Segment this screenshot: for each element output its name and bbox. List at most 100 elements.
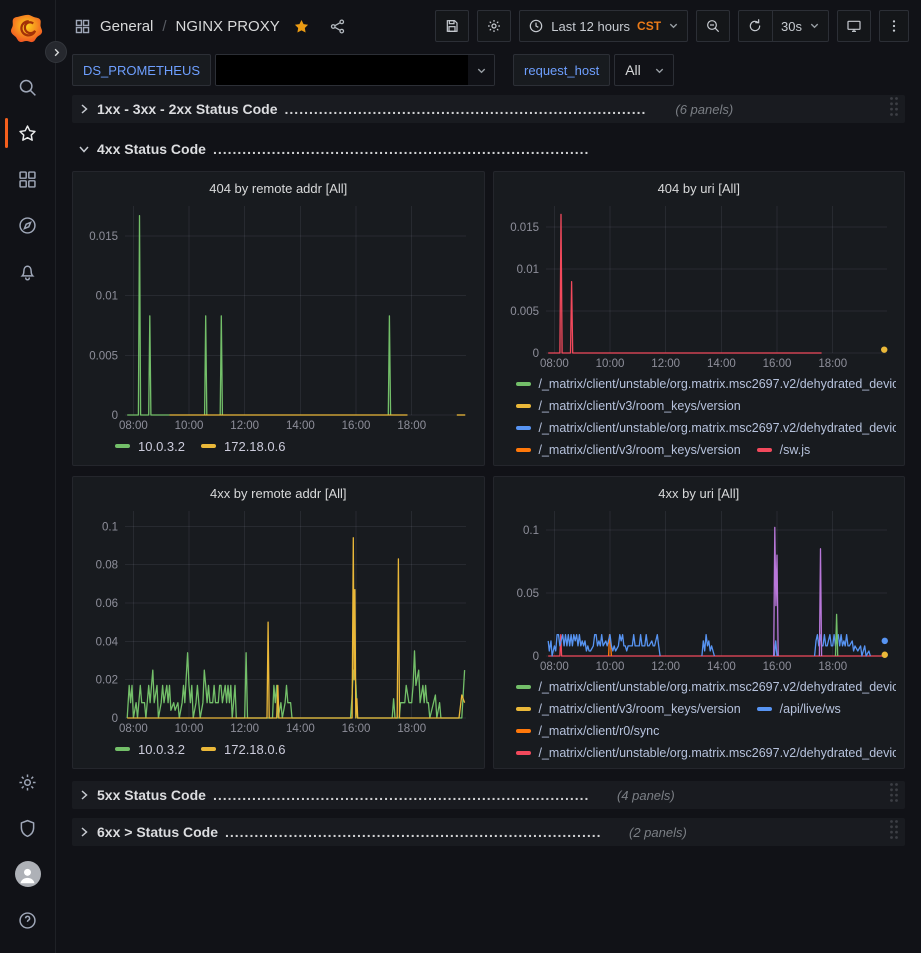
row-6xx-status-code[interactable]: 6xx > Status Code ......................… bbox=[72, 818, 905, 846]
legend-item[interactable]: /_matrix/client/unstable/org.matrix.msc2… bbox=[515, 742, 896, 762]
timeseries-chart-4xx-by-remote-addr[interactable]: 08:00 10:00 12:00 14:00 16:00 18:00 0 0.02 0.04 0… bbox=[81, 505, 476, 736]
series-line bbox=[547, 633, 886, 657]
legend-item[interactable]: 172.18.0.6 bbox=[201, 738, 285, 760]
save-dashboard-button[interactable] bbox=[435, 10, 470, 42]
refresh-button[interactable] bbox=[738, 10, 773, 42]
variable-request-host: request_host All bbox=[513, 54, 674, 86]
legend-item[interactable]: /_matrix/client/r0/sync bbox=[515, 720, 659, 742]
chevron-down-icon bbox=[468, 55, 495, 85]
x-axis-tick-label: 16:00 bbox=[762, 661, 791, 673]
more-options-button[interactable] bbox=[879, 10, 909, 42]
x-axis-tick-label: 12:00 bbox=[230, 420, 259, 432]
panel-title[interactable]: 4xx by uri [All] bbox=[658, 486, 740, 501]
legend-label: /_matrix/client/unstable/org.matrix.msc2… bbox=[538, 421, 897, 435]
legend-item[interactable]: 172.18.0.6 bbox=[201, 435, 285, 457]
sidebar-item-profile[interactable] bbox=[0, 851, 56, 897]
sidebar-item-server-admin[interactable] bbox=[0, 805, 56, 851]
legend-swatch bbox=[201, 444, 216, 448]
legend-label: /_matrix/client/unstable/org.matrix.msc2… bbox=[538, 680, 897, 694]
legend-label: 10.0.3.2 bbox=[138, 741, 185, 757]
series-point bbox=[880, 346, 887, 353]
grafana-logo[interactable] bbox=[10, 12, 45, 46]
chart-legend: /_matrix/client/unstable/org.matrix.msc2… bbox=[502, 674, 897, 762]
dashboard-canvas: 1xx - 3xx - 2xx Status Code ............… bbox=[56, 92, 921, 953]
row-1xx-3xx-2xx-status-code[interactable]: 1xx - 3xx - 2xx Status Code ............… bbox=[72, 95, 905, 123]
sidebar-item-explore[interactable] bbox=[0, 202, 56, 248]
x-axis-tick-label: 16:00 bbox=[342, 420, 371, 432]
sidebar-item-search[interactable] bbox=[0, 64, 56, 110]
legend-item[interactable]: /_matrix/client/v3/room_keys/version bbox=[515, 698, 741, 720]
row-title: 1xx - 3xx - 2xx Status Code bbox=[97, 101, 278, 117]
time-range-picker[interactable]: Last 12 hours CST bbox=[519, 10, 689, 42]
series-point bbox=[881, 651, 888, 658]
panel-title[interactable]: 4xx by remote addr [All] bbox=[209, 486, 347, 501]
y-axis-tick-label: 0.005 bbox=[89, 350, 118, 362]
row-title-dots: ........................................… bbox=[225, 824, 600, 840]
row-5xx-status-code[interactable]: 5xx Status Code ........................… bbox=[72, 781, 905, 809]
x-axis-tick-label: 14:00 bbox=[286, 723, 315, 735]
row-drag-handle[interactable] bbox=[889, 782, 899, 809]
dashboard-settings-button[interactable] bbox=[477, 10, 512, 42]
row-drag-handle[interactable] bbox=[889, 819, 899, 846]
chevron-down-icon bbox=[809, 19, 820, 34]
row-panel-count: (2 panels) bbox=[629, 824, 687, 840]
legend-item[interactable]: /_matrix/client/v3/room_keys/version bbox=[515, 439, 741, 459]
row-title: 4xx Status Code bbox=[97, 141, 206, 157]
kebab-menu-icon bbox=[892, 20, 896, 32]
y-axis-tick-label: 0.1 bbox=[102, 521, 118, 533]
breadcrumb-folder[interactable]: General bbox=[100, 17, 154, 35]
sidebar-item-starred[interactable] bbox=[0, 110, 56, 156]
x-axis-tick-label: 14:00 bbox=[706, 358, 735, 370]
sidebar-expand-button[interactable] bbox=[45, 41, 67, 63]
legend-item[interactable]: /_matrix/client/unstable/org.matrix.msc2… bbox=[515, 373, 896, 395]
panel-title[interactable]: 404 by remote addr [All] bbox=[209, 181, 348, 196]
request-host-select[interactable]: All bbox=[614, 54, 674, 86]
series-line bbox=[127, 214, 170, 416]
series-line bbox=[547, 633, 661, 657]
sidebar-item-help[interactable] bbox=[0, 897, 56, 943]
legend-label: 172.18.0.6 bbox=[224, 438, 286, 454]
refresh-interval-picker[interactable]: 30s bbox=[772, 10, 829, 42]
legend-swatch bbox=[515, 685, 531, 689]
x-axis-tick-label: 08:00 bbox=[539, 358, 568, 370]
legend-item[interactable]: 10.0.3.2 bbox=[115, 435, 185, 457]
legend-swatch bbox=[515, 448, 531, 452]
top-nav: General / NGINX PROXY bbox=[56, 0, 921, 52]
y-axis-tick-label: 0.01 bbox=[516, 264, 538, 276]
x-axis-tick-label: 10:00 bbox=[175, 420, 204, 432]
variable-label-datasource: DS_PROMETHEUS bbox=[72, 54, 212, 86]
y-axis-tick-label: 0.01 bbox=[96, 291, 118, 303]
share-icon[interactable] bbox=[329, 18, 346, 35]
row-drag-handle[interactable] bbox=[889, 96, 899, 123]
legend-item[interactable]: 10.0.3.2 bbox=[115, 738, 185, 760]
legend-label: /_matrix/client/v3/room_keys/version bbox=[538, 702, 741, 716]
legend-item[interactable]: /_matrix/client/v3/room_keys/version bbox=[515, 395, 741, 417]
y-axis-tick-label: 0.005 bbox=[510, 306, 539, 318]
chart-legend: /_matrix/client/unstable/org.matrix.msc2… bbox=[502, 371, 897, 459]
legend-item[interactable]: /sw.js bbox=[756, 439, 810, 459]
legend-item[interactable]: /api/live/ws bbox=[756, 698, 841, 720]
series-line bbox=[834, 613, 838, 657]
timeseries-chart-4xx-by-uri[interactable]: 08:00 10:00 12:00 14:00 16:00 18:00 0 0.05 0.1 bbox=[502, 505, 897, 674]
legend-item[interactable]: /_matrix/client/unstable/org.matrix.msc2… bbox=[515, 417, 897, 439]
x-axis-tick-label: 16:00 bbox=[342, 723, 371, 735]
legend-label: /_matrix/client/v3/room_keys/version bbox=[538, 443, 741, 457]
legend-item[interactable]: /_matrix/client/unstable/org.matrix.msc2… bbox=[515, 676, 897, 698]
tv-mode-button[interactable] bbox=[837, 10, 871, 42]
sidebar-item-configuration[interactable] bbox=[0, 759, 56, 805]
zoom-out-time-button[interactable] bbox=[696, 10, 731, 42]
legend-swatch bbox=[515, 404, 531, 408]
favorite-star-icon[interactable] bbox=[293, 18, 310, 35]
x-axis-tick-label: 18:00 bbox=[818, 661, 847, 673]
dashboard-title[interactable]: NGINX PROXY bbox=[175, 17, 280, 35]
panel-title[interactable]: 404 by uri [All] bbox=[657, 181, 740, 196]
timeseries-chart-404-by-uri[interactable]: 08:00 10:00 12:00 14:00 16:00 18:00 0 0.005 0.01… bbox=[502, 200, 897, 371]
datasource-select[interactable] bbox=[215, 54, 496, 86]
sidebar-item-dashboards[interactable] bbox=[0, 156, 56, 202]
timeseries-chart-404-by-remote-addr[interactable]: 08:00 10:00 12:00 14:00 16:00 18:00 0 0.005 0.01… bbox=[81, 200, 476, 433]
panel-4xx-by-uri: 4xx by uri [All] 08:00 10:00 12:00 14:00 16:… bbox=[492, 476, 905, 769]
y-axis-tick-label: 0.1 bbox=[523, 525, 539, 537]
row-4xx-status-code[interactable]: 4xx Status Code ........................… bbox=[72, 135, 905, 163]
sidebar-item-alerting[interactable] bbox=[0, 248, 56, 294]
series-line bbox=[818, 548, 822, 657]
